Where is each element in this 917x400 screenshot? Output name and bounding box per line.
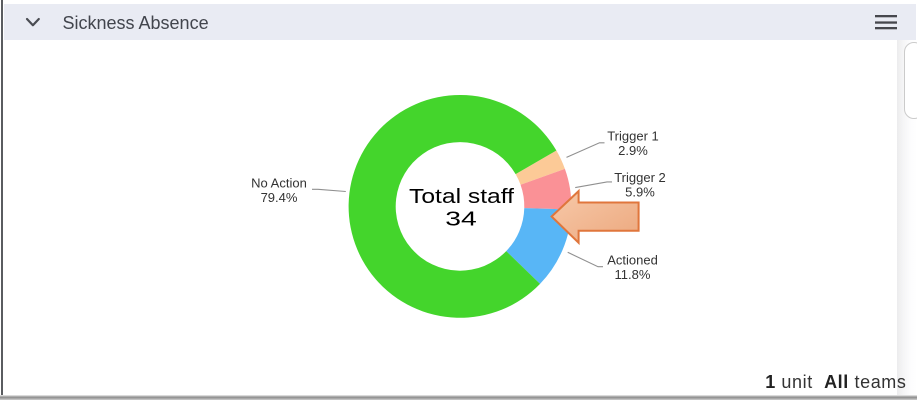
svg-text:34: 34 — [445, 208, 477, 230]
svg-text:11.8%: 11.8% — [615, 267, 651, 282]
svg-text:No Action: No Action — [251, 175, 307, 190]
svg-text:Total staff: Total staff — [409, 186, 515, 208]
svg-text:Trigger 1: Trigger 1 — [607, 128, 659, 143]
svg-text:Actioned: Actioned — [607, 252, 658, 267]
svg-text:79.4%: 79.4% — [261, 190, 298, 205]
svg-text:2.9%: 2.9% — [618, 143, 648, 158]
svg-text:Trigger 2: Trigger 2 — [614, 170, 666, 185]
svg-text:5.9%: 5.9% — [625, 184, 655, 199]
